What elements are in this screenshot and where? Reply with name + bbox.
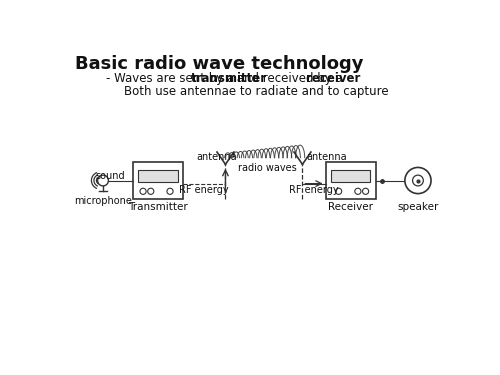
Text: and received by a: and received by a bbox=[233, 72, 346, 85]
Text: Transmitter: Transmitter bbox=[128, 202, 188, 212]
Text: transmitter: transmitter bbox=[191, 72, 267, 85]
Text: antenna: antenna bbox=[306, 152, 347, 162]
Text: RF energy: RF energy bbox=[289, 185, 339, 195]
Text: Both use antennae to radiate and to capture: Both use antennae to radiate and to capt… bbox=[124, 85, 388, 98]
Bar bbox=[331, 170, 370, 182]
Text: antenna: antenna bbox=[196, 152, 237, 162]
Text: speaker: speaker bbox=[398, 202, 438, 212]
Text: Basic radio wave technology: Basic radio wave technology bbox=[76, 55, 364, 73]
Bar bbox=[326, 162, 376, 199]
Text: Receiver: Receiver bbox=[328, 202, 373, 212]
Text: receiver: receiver bbox=[306, 72, 360, 85]
Text: sound: sound bbox=[96, 171, 125, 181]
Text: - Waves are sent by a: - Waves are sent by a bbox=[106, 72, 238, 85]
Bar bbox=[133, 162, 183, 199]
Text: radio waves: radio waves bbox=[238, 163, 297, 173]
Bar bbox=[138, 170, 177, 182]
Text: RF energy: RF energy bbox=[180, 185, 229, 195]
Text: microphone: microphone bbox=[74, 196, 132, 206]
